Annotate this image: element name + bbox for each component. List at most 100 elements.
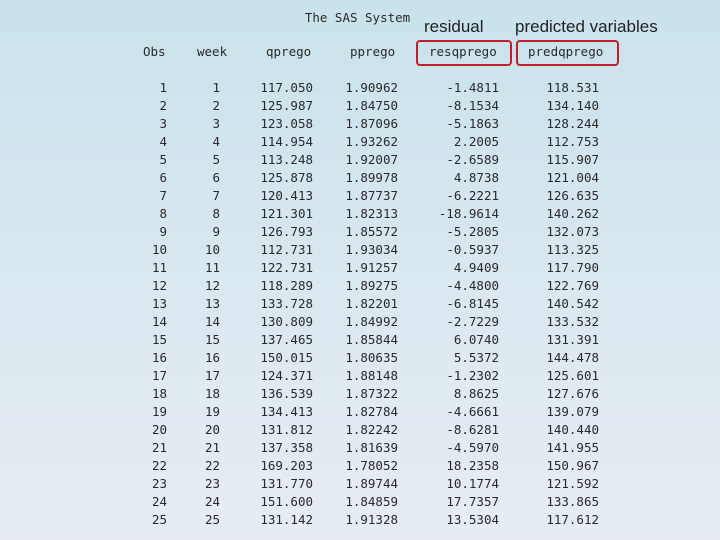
cell-predqprego: 144.478 xyxy=(546,350,599,365)
table-row: 5 5 113.248 1.92007 -2.6589 115.907 xyxy=(0,152,720,170)
cell-qprego: 114.954 xyxy=(260,134,313,149)
table-row: 6 6 125.878 1.89978 4.8738 121.004 xyxy=(0,170,720,188)
cell-predqprego: 115.907 xyxy=(546,152,599,167)
cell-qprego: 124.371 xyxy=(260,368,313,383)
cell-obs: 4 xyxy=(159,134,167,149)
predicted-highlight-box xyxy=(516,40,619,66)
cell-week: 15 xyxy=(204,332,220,347)
cell-pprego: 1.90962 xyxy=(345,80,398,95)
cell-obs: 10 xyxy=(151,242,167,257)
table-row: 20 20 131.812 1.82242 -8.6281 140.440 xyxy=(0,422,720,440)
cell-predqprego: 118.531 xyxy=(546,80,599,95)
residual-annotation: residual xyxy=(424,17,484,36)
table-row: 9 9 126.793 1.85572 -5.2805 132.073 xyxy=(0,224,720,242)
cell-week: 22 xyxy=(204,458,220,473)
cell-qprego: 122.731 xyxy=(260,260,313,275)
cell-predqprego: 113.325 xyxy=(546,242,599,257)
cell-resqprego: -8.6281 xyxy=(446,422,499,437)
cell-obs: 19 xyxy=(151,404,167,419)
table-row: 13 13 133.728 1.82201 -6.8145 140.542 xyxy=(0,296,720,314)
cell-week: 9 xyxy=(212,224,220,239)
table-row: 18 18 136.539 1.87322 8.8625 127.676 xyxy=(0,386,720,404)
cell-obs: 1 xyxy=(159,80,167,95)
cell-obs: 21 xyxy=(151,440,167,455)
cell-pprego: 1.82242 xyxy=(345,422,398,437)
cell-qprego: 150.015 xyxy=(260,350,313,365)
cell-obs: 15 xyxy=(151,332,167,347)
cell-obs: 9 xyxy=(159,224,167,239)
cell-resqprego: -5.2805 xyxy=(446,224,499,239)
cell-week: 21 xyxy=(204,440,220,455)
cell-predqprego: 139.079 xyxy=(546,404,599,419)
cell-obs: 22 xyxy=(151,458,167,473)
cell-predqprego: 117.790 xyxy=(546,260,599,275)
cell-week: 12 xyxy=(204,278,220,293)
table-row: 1 1 117.050 1.90962 -1.4811 118.531 xyxy=(0,80,720,98)
cell-qprego: 169.203 xyxy=(260,458,313,473)
cell-resqprego: 4.9409 xyxy=(453,260,499,275)
cell-qprego: 113.248 xyxy=(260,152,313,167)
cell-qprego: 133.728 xyxy=(260,296,313,311)
cell-predqprego: 134.140 xyxy=(546,98,599,113)
cell-predqprego: 121.592 xyxy=(546,476,599,491)
residual-highlight-box xyxy=(416,40,512,66)
cell-qprego: 125.878 xyxy=(260,170,313,185)
cell-obs: 2 xyxy=(159,98,167,113)
cell-week: 6 xyxy=(212,170,220,185)
cell-resqprego: -1.4811 xyxy=(446,80,499,95)
cell-week: 8 xyxy=(212,206,220,221)
cell-predqprego: 141.955 xyxy=(546,440,599,455)
cell-resqprego: -4.6661 xyxy=(446,404,499,419)
cell-week: 20 xyxy=(204,422,220,437)
cell-pprego: 1.80635 xyxy=(345,350,398,365)
table-row: 22 22 169.203 1.78052 18.2358 150.967 xyxy=(0,458,720,476)
table-row: 21 21 137.358 1.81639 -4.5970 141.955 xyxy=(0,440,720,458)
cell-pprego: 1.89275 xyxy=(345,278,398,293)
cell-resqprego: 4.8738 xyxy=(453,170,499,185)
table-row: 10 10 112.731 1.93034 -0.5937 113.325 xyxy=(0,242,720,260)
table-row: 3 3 123.058 1.87096 -5.1863 128.244 xyxy=(0,116,720,134)
cell-qprego: 117.050 xyxy=(260,80,313,95)
cell-week: 19 xyxy=(204,404,220,419)
table-row: 25 25 131.142 1.91328 13.5304 117.612 xyxy=(0,512,720,530)
cell-pprego: 1.84859 xyxy=(345,494,398,509)
cell-qprego: 126.793 xyxy=(260,224,313,239)
table-header: Obs week qprego pprego resqprego predqpr… xyxy=(0,44,720,62)
cell-week: 1 xyxy=(212,80,220,95)
cell-pprego: 1.89744 xyxy=(345,476,398,491)
cell-predqprego: 128.244 xyxy=(546,116,599,131)
header-obs: Obs xyxy=(143,44,166,59)
table-row: 17 17 124.371 1.88148 -1.2302 125.601 xyxy=(0,368,720,386)
cell-pprego: 1.93034 xyxy=(345,242,398,257)
cell-qprego: 136.539 xyxy=(260,386,313,401)
cell-resqprego: 18.2358 xyxy=(446,458,499,473)
cell-qprego: 121.301 xyxy=(260,206,313,221)
header-pprego: pprego xyxy=(350,44,396,59)
cell-obs: 18 xyxy=(151,386,167,401)
cell-pprego: 1.92007 xyxy=(345,152,398,167)
cell-pprego: 1.89978 xyxy=(345,170,398,185)
header-week: week xyxy=(197,44,228,59)
table-row: 14 14 130.809 1.84992 -2.7229 133.532 xyxy=(0,314,720,332)
cell-pprego: 1.87096 xyxy=(345,116,398,131)
cell-qprego: 151.600 xyxy=(260,494,313,509)
cell-week: 16 xyxy=(204,350,220,365)
cell-pprego: 1.82313 xyxy=(345,206,398,221)
cell-predqprego: 117.612 xyxy=(546,512,599,527)
cell-resqprego: 10.1774 xyxy=(446,476,499,491)
cell-qprego: 134.413 xyxy=(260,404,313,419)
cell-pprego: 1.81639 xyxy=(345,440,398,455)
cell-predqprego: 121.004 xyxy=(546,170,599,185)
header-predqprego: predqprego xyxy=(528,44,604,59)
cell-obs: 7 xyxy=(159,188,167,203)
cell-pprego: 1.85844 xyxy=(345,332,398,347)
cell-predqprego: 127.676 xyxy=(546,386,599,401)
cell-qprego: 120.413 xyxy=(260,188,313,203)
cell-qprego: 131.142 xyxy=(260,512,313,527)
cell-qprego: 131.812 xyxy=(260,422,313,437)
cell-predqprego: 140.262 xyxy=(546,206,599,221)
table-row: 19 19 134.413 1.82784 -4.6661 139.079 xyxy=(0,404,720,422)
cell-pprego: 1.82201 xyxy=(345,296,398,311)
cell-week: 2 xyxy=(212,98,220,113)
cell-resqprego: 8.8625 xyxy=(453,386,499,401)
